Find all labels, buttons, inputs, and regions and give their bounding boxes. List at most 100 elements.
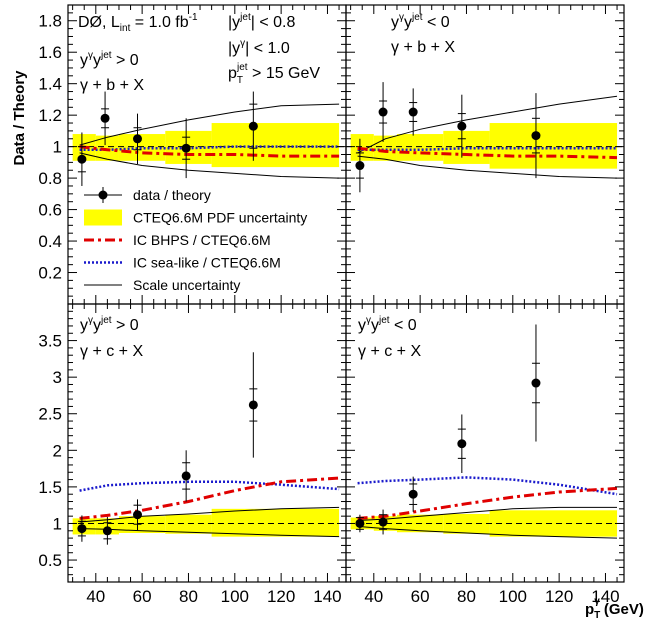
x-axis-title-sub: T xyxy=(594,610,600,621)
legend-band-swatch xyxy=(84,209,122,226)
legend-item: IC sea-like / CTEQ6.6M xyxy=(84,255,281,271)
data-point xyxy=(531,378,541,388)
data-point xyxy=(77,524,87,534)
legend-label: data / theory xyxy=(133,187,211,203)
svg-text:pTγ(GeV): pTγ (GeV) xyxy=(585,596,644,621)
svg-text:pTjet > 15 GeV: pTjet > 15 GeV xyxy=(228,62,320,86)
data-point xyxy=(378,107,388,117)
x-axis-title-units: (GeV) xyxy=(604,601,644,618)
luminosity-label: DØ, Lint = 1.0 fb-1 xyxy=(78,12,198,34)
plot-area xyxy=(68,91,346,186)
legend-item: Scale uncertainty xyxy=(84,277,240,293)
data-point xyxy=(355,161,365,171)
x-axis-title-main: p xyxy=(585,601,594,618)
panel-label-rapidity: yγyjet < 0 xyxy=(391,12,450,31)
x-tick-label: 60 xyxy=(133,587,152,606)
data-point xyxy=(181,471,191,481)
pdf-band-bin xyxy=(396,134,444,161)
data-point xyxy=(100,113,110,123)
y-tick-label: 0.4 xyxy=(38,232,62,251)
pdf-band-bin xyxy=(211,508,340,537)
panel-label-rapidity: yγyjet > 0 xyxy=(80,50,139,69)
y-tick-label: 3.5 xyxy=(38,332,62,351)
data-point xyxy=(457,121,467,131)
panel-label-process: γ + b + X xyxy=(391,39,455,56)
data-point xyxy=(77,154,87,164)
y-tick-label: 1.4 xyxy=(38,75,62,94)
data-point xyxy=(133,134,142,144)
data-point xyxy=(181,143,191,153)
y-tick-label: 1.5 xyxy=(38,478,62,497)
y-tick-label: 0.2 xyxy=(38,264,62,283)
x-tick-label: 100 xyxy=(499,587,527,606)
legend: data / theory CTEQ6.6M PDF uncertainty IC … xyxy=(84,187,307,293)
data-point xyxy=(457,439,467,449)
ic-sea-like-curve xyxy=(357,476,618,496)
x-tick-label: 80 xyxy=(457,587,476,606)
x-tick-label: 60 xyxy=(411,587,430,606)
x-axis-title: pTγ (GeV) xyxy=(585,596,644,621)
panel-label-process: γ + c + X xyxy=(80,343,143,360)
x-tick-label: 40 xyxy=(86,587,105,606)
data-point xyxy=(248,400,258,410)
panel-top-left: 0.2 0.4 0.6 0.8 1 1.2 1.4 1.6 1.8 yγyjet > 0 γ + b… xyxy=(38,4,347,305)
y-tick-label: 1.6 xyxy=(38,43,62,62)
ic-bhps-curve xyxy=(357,146,618,160)
y-tick-label: 1.8 xyxy=(38,12,62,31)
scale-uncertainty-upper xyxy=(79,103,340,146)
data-point xyxy=(408,489,418,499)
legend-marker xyxy=(98,190,108,200)
x-tick-label: 140 xyxy=(591,587,619,606)
svg-text:|yjet| < 0.8: |yjet| < 0.8 xyxy=(228,12,295,31)
cut-ygamma: |yγ| < 1.0 xyxy=(228,38,290,57)
legend-label: IC sea-like / CTEQ6.6M xyxy=(133,255,281,271)
x-tick-label: 140 xyxy=(313,587,341,606)
panel-bottom-left: 0.5 1 1.5 2 2.5 3 3.5 40 60 80 100 120 140 yγyjet > 0… xyxy=(38,303,347,606)
legend-item: IC BHPS / CTEQ6.6M xyxy=(84,232,271,248)
panel-bottom-right: 40 60 80 100 120 140 yγyjet < 0 γ + c + X xyxy=(345,303,625,606)
scale-uncertainty-lower xyxy=(357,525,618,539)
panel-label-process: γ + c + X xyxy=(358,343,421,360)
panel-top-right: yγyjet < 0 γ + b + X xyxy=(345,4,625,305)
y-tick-label: 0.8 xyxy=(38,169,62,188)
svg-text:|yγ| < 1.0: |yγ| < 1.0 xyxy=(228,38,290,57)
cut-yjet: |yjet| < 0.8 xyxy=(228,12,295,31)
ic-bhps-curve xyxy=(79,476,340,520)
y-tick-label: 0.6 xyxy=(38,201,62,220)
legend-label: IC BHPS / CTEQ6.6M xyxy=(133,232,271,248)
x-axis-title-sup: γ xyxy=(594,596,600,607)
y-tick-label: 3 xyxy=(53,368,62,387)
plot-area xyxy=(346,324,624,539)
scale-uncertainty-lower xyxy=(357,155,618,179)
cut-ptjet: pTjet > 15 GeV xyxy=(228,62,320,86)
plot-area xyxy=(346,82,624,193)
panel-label-process: γ + b + X xyxy=(80,77,144,94)
data-point xyxy=(248,121,258,131)
panel-label-rapidity: yγyjet > 0 xyxy=(80,315,139,334)
legend-item: data / theory xyxy=(84,187,211,203)
panel-label-rapidity: yγyjet < 0 xyxy=(358,315,417,334)
x-tick-label: 120 xyxy=(267,587,295,606)
ic-bhps-curve xyxy=(79,145,340,158)
data-point xyxy=(408,107,418,117)
data-point xyxy=(355,518,365,528)
ic-bhps-curve xyxy=(357,486,618,520)
svg-text:DØ, Lint = 1.0 fb-1: DØ, Lint = 1.0 fb-1 xyxy=(78,12,198,34)
y-tick-label: 2.5 xyxy=(38,405,62,424)
pdf-band-bin xyxy=(489,123,618,169)
ic-sea-like-curve xyxy=(79,480,340,492)
pdf-band-bin xyxy=(165,514,212,534)
ic-sea-like-curve xyxy=(357,146,617,152)
x-tick-label: 100 xyxy=(221,587,249,606)
legend-label: Scale uncertainty xyxy=(133,277,240,293)
legend-label: CTEQ6.6M PDF uncertainty xyxy=(133,210,307,226)
x-tick-label: 40 xyxy=(364,587,383,606)
y-tick-label: 1 xyxy=(53,138,62,157)
y-tick-label: 1.2 xyxy=(38,106,62,125)
scale-uncertainty-upper xyxy=(357,95,618,154)
data-point xyxy=(102,526,112,536)
scale-uncertainty-lower xyxy=(79,152,340,179)
legend-item: CTEQ6.6M PDF uncertainty xyxy=(84,209,307,226)
pdf-band-bin xyxy=(211,123,340,168)
